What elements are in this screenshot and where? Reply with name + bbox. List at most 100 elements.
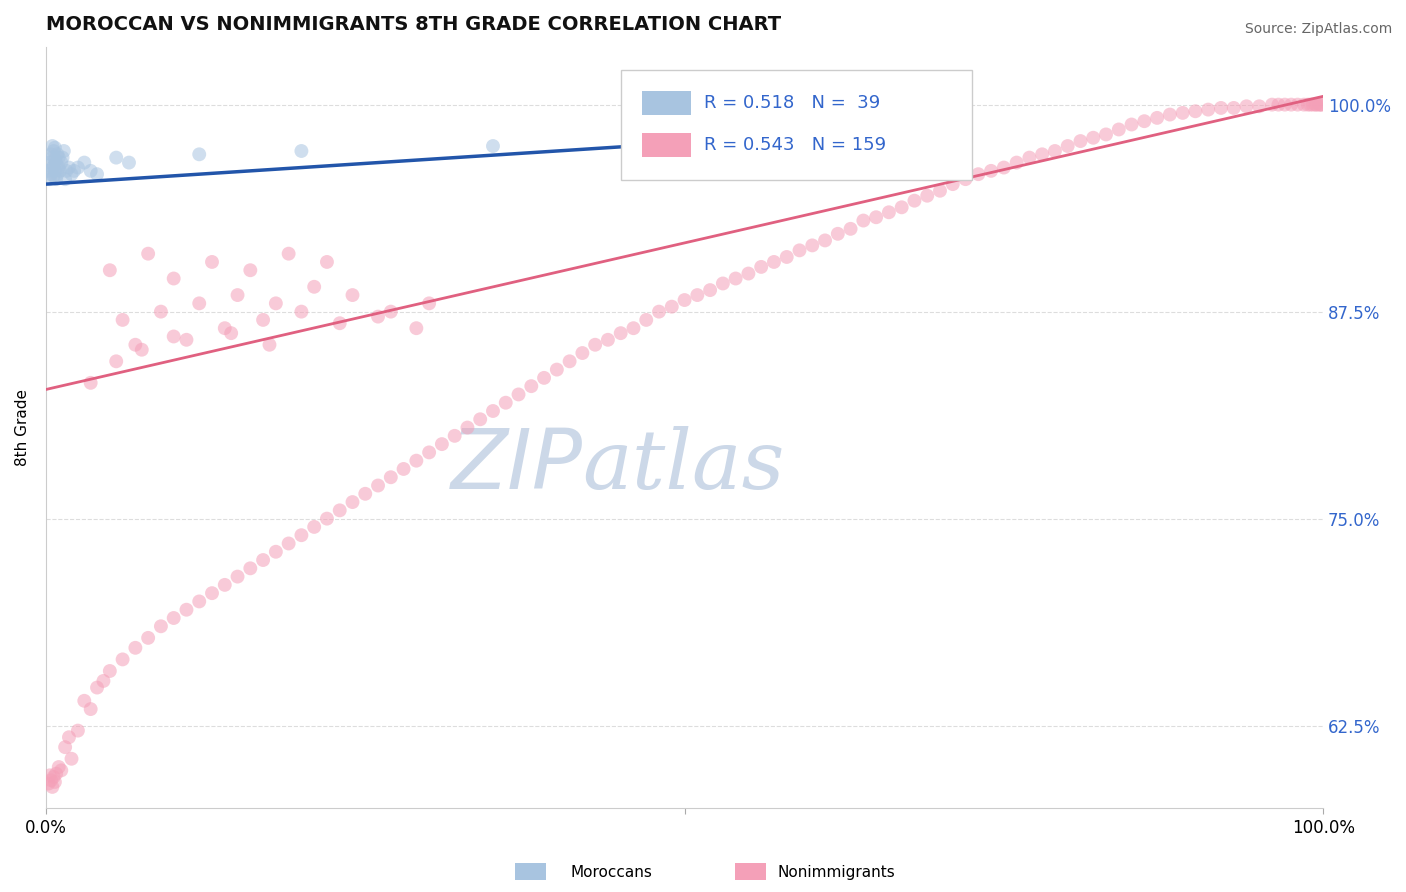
Point [724, 271, 747, 285]
Point [405, 453, 427, 467]
Point [66, 723, 89, 738]
Point [44, 141, 66, 155]
Point [1302, 97, 1324, 112]
Point [226, 569, 249, 583]
Text: Source: ZipAtlas.com: Source: ZipAtlas.com [1244, 22, 1392, 37]
Point [58, 161, 80, 175]
Point [45, 766, 67, 780]
Point [277, 246, 299, 260]
Point [456, 420, 478, 434]
Point [1274, 97, 1296, 112]
Point [105, 354, 128, 368]
Point [711, 277, 734, 291]
Bar [515, 863, 546, 880]
Point [418, 445, 440, 459]
Point [1197, 103, 1219, 117]
Point [354, 487, 377, 501]
Point [814, 234, 837, 248]
Point [264, 296, 287, 310]
Point [546, 362, 568, 376]
Point [342, 288, 364, 302]
Point [79, 702, 101, 716]
Point [558, 354, 581, 368]
Point [1305, 97, 1327, 112]
Point [136, 631, 159, 645]
Point [1236, 99, 1258, 113]
Bar [735, 863, 766, 880]
Point [470, 412, 492, 426]
Point [42, 770, 65, 784]
Point [239, 263, 262, 277]
Point [188, 296, 211, 310]
Point [60, 752, 83, 766]
Point [41, 151, 63, 165]
Point [1267, 97, 1289, 112]
Point [219, 326, 242, 340]
Point [1121, 118, 1143, 132]
Point [789, 244, 811, 258]
Point [63, 164, 86, 178]
Text: atlas: atlas [582, 425, 785, 506]
Bar [643, 133, 690, 157]
Point [367, 478, 389, 492]
Point [52, 144, 75, 158]
Point [264, 545, 287, 559]
Point [111, 313, 134, 327]
Point [49, 164, 72, 178]
Point [737, 267, 759, 281]
Point [316, 511, 339, 525]
Point [124, 337, 146, 351]
Point [443, 429, 465, 443]
Point [188, 147, 211, 161]
Point [1308, 97, 1330, 112]
Point [673, 139, 696, 153]
Point [290, 144, 312, 158]
Point [41, 139, 63, 153]
Point [48, 161, 70, 175]
Point [188, 594, 211, 608]
Point [839, 222, 862, 236]
Point [1309, 97, 1331, 112]
Point [290, 304, 312, 318]
Point [163, 611, 186, 625]
Point [648, 304, 671, 318]
Point [39, 147, 62, 161]
Point [48, 151, 70, 165]
Point [1292, 97, 1315, 112]
Point [762, 255, 785, 269]
Text: Moroccans: Moroccans [571, 865, 652, 880]
Point [827, 227, 849, 241]
Point [329, 503, 352, 517]
Point [214, 578, 236, 592]
Point [111, 652, 134, 666]
Point [52, 151, 75, 165]
Point [865, 211, 887, 225]
Point [1095, 128, 1118, 142]
Point [44, 775, 66, 789]
Point [1043, 144, 1066, 158]
Point [290, 528, 312, 542]
Point [38, 155, 60, 169]
Point [38, 164, 60, 178]
Point [1108, 122, 1130, 136]
Point [1249, 99, 1271, 113]
Point [418, 296, 440, 310]
Point [41, 780, 63, 794]
Point [1261, 97, 1284, 112]
Point [367, 310, 389, 324]
Point [1279, 97, 1302, 112]
Point [1306, 97, 1329, 112]
Point [73, 694, 96, 708]
Point [380, 304, 402, 318]
Point [533, 371, 555, 385]
Point [163, 329, 186, 343]
Point [1031, 147, 1053, 161]
Point [686, 288, 709, 302]
Point [673, 293, 696, 307]
Point [302, 280, 325, 294]
Point [239, 561, 262, 575]
Point [98, 263, 121, 277]
Point [46, 147, 69, 161]
Point [176, 333, 198, 347]
Point [45, 155, 67, 169]
